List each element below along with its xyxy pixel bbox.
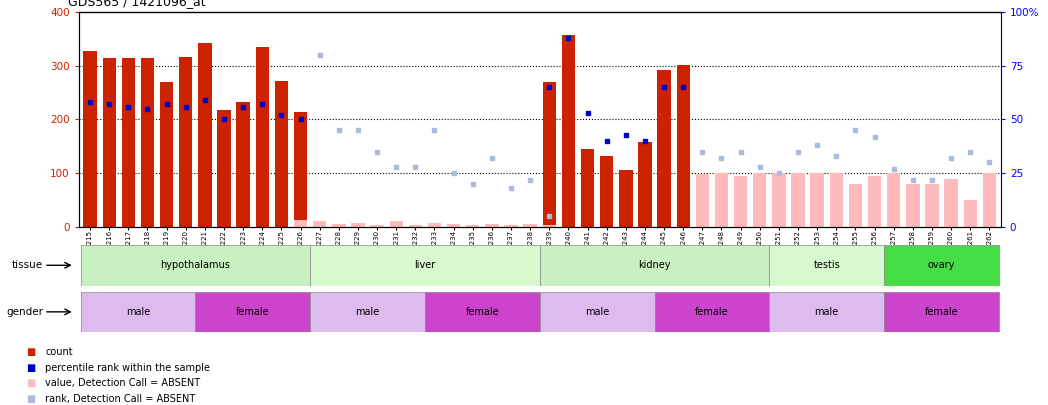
Bar — [601, 156, 613, 227]
Bar — [81, 292, 195, 332]
Bar — [619, 171, 633, 227]
Bar — [103, 58, 116, 227]
Text: female: female — [465, 307, 499, 317]
Bar — [424, 292, 540, 332]
Bar — [160, 82, 173, 227]
Bar — [868, 176, 881, 227]
Bar — [140, 58, 154, 227]
Bar — [944, 179, 958, 227]
Text: male: male — [355, 307, 379, 317]
Bar — [655, 292, 769, 332]
Bar — [122, 58, 135, 227]
Text: count: count — [45, 347, 72, 357]
Bar — [562, 35, 575, 227]
Bar — [885, 245, 999, 286]
Bar — [677, 65, 690, 227]
Text: male: male — [126, 307, 150, 317]
Bar — [849, 184, 863, 227]
Text: ■: ■ — [26, 378, 36, 388]
Bar — [983, 173, 996, 227]
Bar — [769, 245, 885, 286]
Text: ovary: ovary — [927, 260, 955, 270]
Text: liver: liver — [414, 260, 436, 270]
Bar — [195, 292, 310, 332]
Bar — [332, 224, 346, 227]
Bar — [217, 110, 231, 227]
Text: rank, Detection Call = ABSENT: rank, Detection Call = ABSENT — [45, 394, 195, 403]
Text: percentile rank within the sample: percentile rank within the sample — [45, 363, 210, 373]
Bar — [887, 173, 900, 227]
Bar — [696, 174, 709, 227]
Bar — [293, 112, 307, 227]
Bar — [772, 173, 786, 227]
Bar — [523, 224, 537, 227]
Bar — [256, 47, 269, 227]
Bar — [657, 70, 671, 227]
Bar — [370, 225, 384, 227]
Bar — [310, 292, 424, 332]
Bar — [715, 173, 728, 227]
Text: ■: ■ — [26, 347, 36, 357]
Bar — [310, 245, 540, 286]
Bar — [293, 220, 307, 227]
Bar — [179, 57, 193, 227]
Bar — [540, 292, 655, 332]
Bar — [390, 222, 402, 227]
Text: female: female — [695, 307, 728, 317]
Bar — [84, 51, 96, 227]
Bar — [885, 292, 999, 332]
Text: gender: gender — [6, 307, 43, 317]
Text: female: female — [924, 307, 958, 317]
Bar — [198, 43, 212, 227]
Text: female: female — [236, 307, 269, 317]
Bar — [754, 173, 766, 227]
Bar — [907, 184, 919, 227]
Text: male: male — [814, 307, 838, 317]
Text: value, Detection Call = ABSENT: value, Detection Call = ABSENT — [45, 378, 200, 388]
Text: ■: ■ — [26, 394, 36, 403]
Bar — [543, 225, 556, 227]
Bar — [409, 225, 422, 227]
Bar — [638, 142, 652, 227]
Text: kidney: kidney — [638, 260, 671, 270]
Bar — [237, 102, 249, 227]
Bar — [81, 245, 310, 286]
Bar — [428, 222, 441, 227]
Bar — [769, 292, 885, 332]
Bar — [466, 225, 479, 227]
Bar — [275, 81, 288, 227]
Text: ■: ■ — [26, 363, 36, 373]
Bar — [543, 82, 556, 227]
Text: testis: testis — [813, 260, 840, 270]
Bar — [734, 176, 747, 227]
Bar — [540, 245, 769, 286]
Bar — [351, 222, 365, 227]
Text: hypothalamus: hypothalamus — [160, 260, 231, 270]
Bar — [485, 224, 499, 227]
Bar — [313, 222, 326, 227]
Text: male: male — [585, 307, 609, 317]
Bar — [925, 184, 939, 227]
Bar — [963, 200, 977, 227]
Bar — [446, 224, 460, 227]
Text: GDS565 / 1421096_at: GDS565 / 1421096_at — [68, 0, 205, 8]
Bar — [810, 173, 824, 227]
Bar — [830, 173, 843, 227]
Text: tissue: tissue — [13, 260, 43, 270]
Bar — [504, 225, 518, 227]
Bar — [581, 149, 594, 227]
Bar — [791, 173, 805, 227]
